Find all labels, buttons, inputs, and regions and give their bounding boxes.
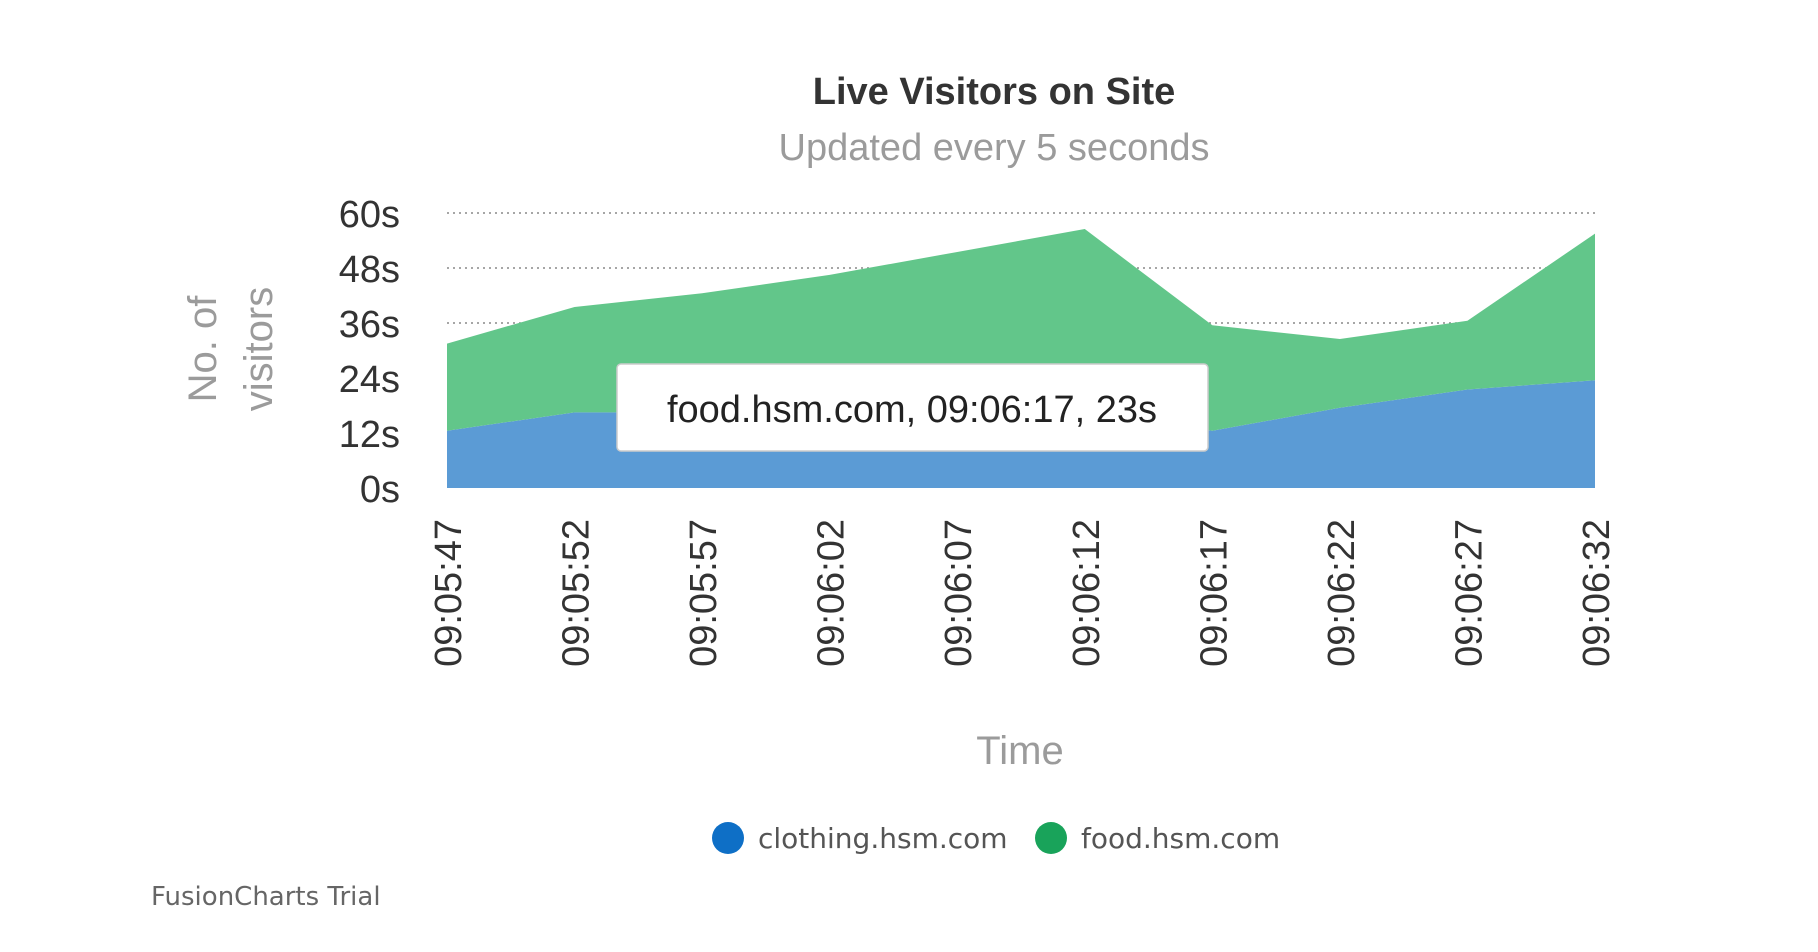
- x-tick-label: 09:05:52: [556, 519, 598, 667]
- tooltip-box: [616, 363, 1209, 452]
- y-tick-label: 0s: [360, 469, 400, 511]
- x-tick-label: 09:05:57: [683, 519, 725, 667]
- y-tick-label: 12s: [339, 414, 400, 456]
- legend-label: clothing.hsm.com: [758, 822, 1008, 855]
- chart-title: Live Visitors on Site: [813, 71, 1176, 113]
- y-tick-label: 60s: [339, 194, 400, 236]
- x-tick-label: 09:05:47: [428, 519, 470, 667]
- x-tick-label: 09:06:17: [1193, 519, 1235, 667]
- x-tick-label: 09:06:02: [811, 519, 853, 667]
- tooltip: food.hsm.com, 09:06:17, 23s: [616, 363, 1209, 452]
- y-axis-label: No. of visitors: [181, 287, 281, 411]
- x-tick-label: 09:06:22: [1321, 519, 1363, 667]
- y-axis-ticks: 0s 12s 24s 36s 48s 60s: [339, 194, 400, 511]
- chart-subtitle: Updated every 5 seconds: [779, 127, 1210, 169]
- x-axis-ticks: 09:05:47 09:05:52 09:05:57 09:06:02 09:06:07…: [428, 519, 1618, 667]
- y-tick-label: 48s: [339, 249, 400, 291]
- x-tick-label: 09:06:27: [1448, 519, 1490, 667]
- legend-marker: [712, 822, 744, 854]
- x-axis-label: Time: [976, 729, 1063, 773]
- legend: clothing.hsm.com food.hsm.com: [712, 822, 1280, 855]
- x-tick-label: 09:06:07: [938, 519, 980, 667]
- legend-marker: [1035, 822, 1067, 854]
- y-axis-label-line-1: No. of: [181, 295, 225, 403]
- legend-label: food.hsm.com: [1081, 822, 1280, 855]
- x-tick-label: 09:06:32: [1576, 519, 1618, 667]
- x-tick-label: 09:06:12: [1066, 519, 1108, 667]
- y-tick-label: 36s: [339, 304, 400, 346]
- tooltip-text: food.hsm.com, 09:06:17, 23s: [667, 389, 1157, 431]
- y-axis-label-line-2: visitors: [237, 287, 281, 411]
- trial-watermark: FusionCharts Trial: [151, 882, 381, 912]
- y-tick-label: 24s: [339, 359, 400, 401]
